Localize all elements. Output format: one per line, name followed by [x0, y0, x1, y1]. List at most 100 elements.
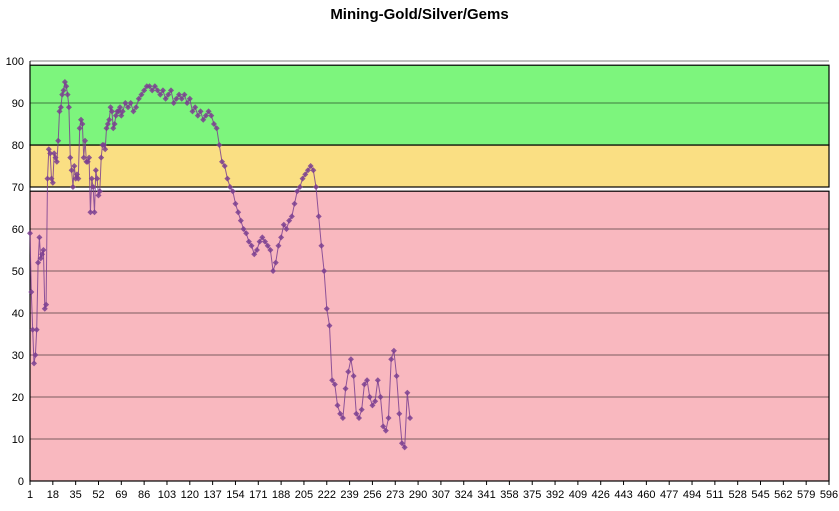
y-tick-label: 0 — [18, 476, 24, 488]
data-point — [356, 415, 362, 421]
y-tick-label: 20 — [12, 392, 24, 404]
data-point — [29, 326, 36, 333]
data-point — [87, 209, 94, 216]
data-point — [36, 234, 43, 241]
x-tick-label: 443 — [614, 489, 632, 501]
x-tick-label: 511 — [706, 489, 724, 501]
x-tick-label: 341 — [477, 489, 495, 501]
data-point — [221, 163, 228, 169]
data-point — [388, 356, 395, 363]
x-tick-label: 52 — [92, 489, 104, 501]
x-tick-label: 579 — [797, 489, 815, 501]
data-point — [288, 213, 295, 220]
data-point — [350, 373, 357, 379]
data-point — [331, 381, 338, 388]
data-point — [229, 188, 236, 195]
x-tick-label: 171 — [249, 489, 267, 501]
data-point — [315, 213, 322, 220]
x-tick-label: 205 — [295, 489, 313, 501]
data-point — [286, 217, 293, 224]
data-point — [80, 154, 87, 161]
data-point — [358, 406, 365, 413]
data-point — [28, 289, 35, 295]
data-point — [67, 154, 74, 161]
data-point — [197, 108, 204, 115]
chart-title: Mining-Gold/Silver/Gems — [330, 6, 509, 23]
data-point — [135, 95, 142, 102]
band-0 — [29, 190, 830, 482]
data-point — [138, 91, 145, 98]
y-tick-label: 50 — [12, 266, 24, 278]
data-point — [243, 230, 250, 237]
data-point — [326, 322, 333, 329]
data-point — [82, 137, 89, 144]
data-point — [60, 87, 67, 94]
x-tick-label: 307 — [432, 489, 450, 501]
data-point — [40, 247, 47, 253]
data-point — [90, 184, 97, 190]
data-point — [329, 377, 336, 384]
data-point — [232, 200, 239, 207]
band-2 — [29, 64, 830, 146]
data-point — [98, 154, 105, 161]
data-point — [149, 87, 156, 94]
data-point — [176, 91, 183, 98]
data-point — [345, 368, 352, 375]
x-tick-label: 528 — [729, 489, 747, 501]
data-point — [337, 410, 344, 417]
data-point — [170, 100, 177, 106]
y-tick-label: 100 — [6, 56, 24, 68]
data-point — [404, 389, 411, 396]
data-point — [108, 108, 115, 115]
data-point — [43, 301, 50, 308]
data-point — [165, 91, 172, 98]
data-point — [302, 171, 309, 178]
band-1 — [29, 144, 830, 188]
x-tick-label: 494 — [683, 489, 701, 501]
data-point — [237, 217, 244, 224]
data-point — [401, 444, 408, 451]
data-point — [382, 427, 389, 434]
data-point — [71, 163, 78, 169]
data-point — [240, 226, 247, 232]
x-tick-label: 120 — [181, 489, 199, 501]
data-point — [194, 112, 201, 119]
y-tick-label: 90 — [12, 98, 24, 110]
data-point — [189, 108, 196, 115]
data-point — [253, 247, 260, 253]
x-tick-label: 392 — [546, 489, 564, 501]
data-point — [200, 116, 207, 123]
data-point — [323, 305, 330, 312]
x-tick-label: 477 — [660, 489, 678, 501]
x-tick-label: 69 — [115, 489, 127, 501]
data-point — [178, 95, 185, 102]
x-tick-label: 188 — [272, 489, 290, 501]
data-point — [272, 259, 279, 266]
data-point — [251, 251, 258, 258]
data-point — [318, 242, 325, 249]
data-point — [106, 116, 113, 123]
data-point — [313, 184, 320, 190]
x-tick-label: 256 — [363, 489, 381, 501]
data-point — [256, 238, 263, 245]
data-point — [157, 91, 164, 98]
data-point — [32, 352, 39, 358]
data-point — [33, 326, 40, 333]
data-point — [64, 91, 71, 98]
data-point — [224, 175, 231, 182]
x-tick-label: 460 — [637, 489, 655, 501]
data-point — [380, 423, 387, 430]
y-tick-label: 30 — [12, 350, 24, 362]
y-tick-label: 10 — [12, 434, 24, 446]
data-point — [49, 179, 56, 186]
data-point — [47, 150, 54, 157]
data-point — [184, 100, 191, 106]
data-point — [283, 226, 290, 232]
data-point — [280, 221, 287, 228]
data-point — [374, 377, 381, 384]
data-point — [245, 238, 252, 245]
data-point — [154, 87, 161, 94]
data-point — [53, 158, 60, 165]
data-point — [299, 175, 306, 182]
data-point — [168, 87, 174, 94]
